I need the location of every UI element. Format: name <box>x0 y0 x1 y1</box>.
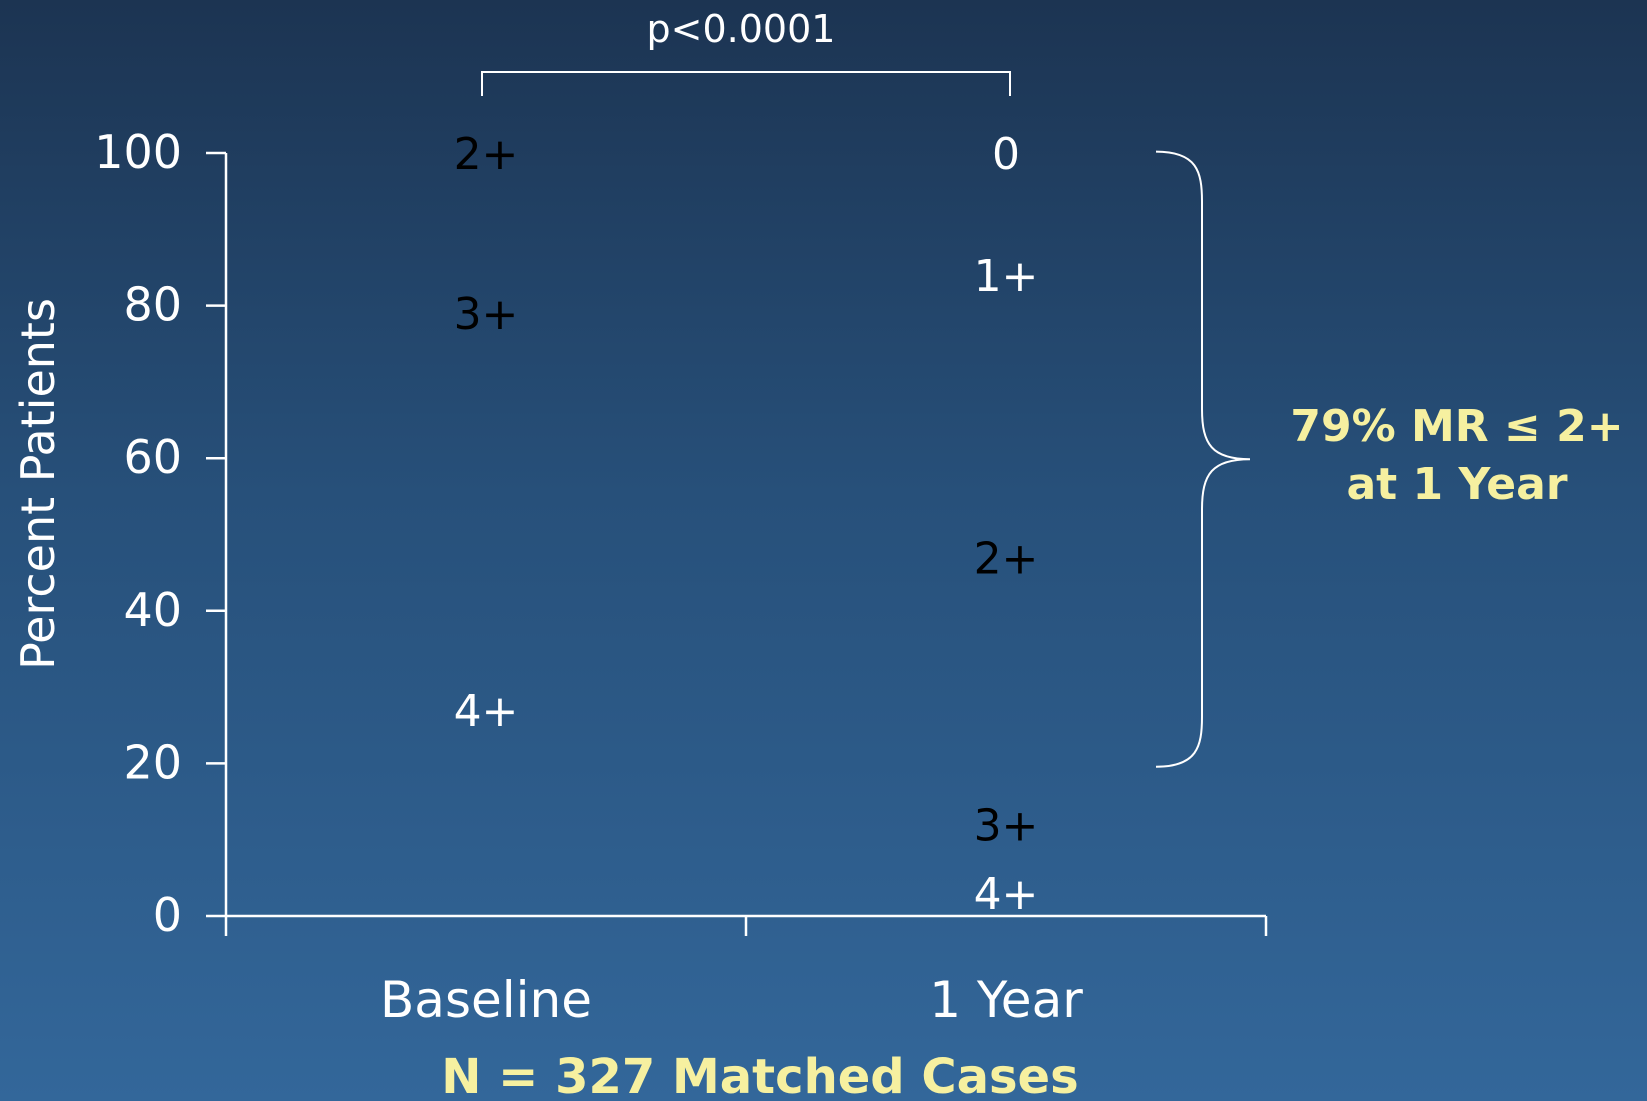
y-tick-label: 60 <box>123 430 182 484</box>
y-tick-label: 80 <box>123 278 182 332</box>
footnote: N = 327 Matched Cases <box>441 1049 1078 1101</box>
brace-annotation-line-1: 79% MR ≤ 2+ <box>1290 401 1623 452</box>
grade-label: 3+ <box>974 800 1039 851</box>
y-tick-label: 20 <box>123 735 182 789</box>
x-ticks: Baseline 1 Year <box>224 916 1268 1029</box>
grade-label: 4+ <box>454 686 519 737</box>
y-axis-label: Percent Patients <box>11 298 65 670</box>
significance-bracket-group <box>481 71 1011 96</box>
grade-label: 3+ <box>454 289 519 340</box>
grade-label: 1+ <box>974 251 1039 302</box>
grade-label: 2+ <box>454 129 519 180</box>
y-ticks: 0 20 40 60 80 100 <box>94 125 226 942</box>
grade-label: 2+ <box>974 533 1039 584</box>
x-category-label: 1 Year <box>929 971 1083 1029</box>
y-tick-label: 40 <box>123 583 182 637</box>
data-labels: 2+ 3+ 4+ 0 1+ 2+ 3+ 4+ <box>454 129 1039 920</box>
brace-annotation-line-2: at 1 Year <box>1346 459 1567 510</box>
grade-label: 0 <box>992 129 1020 180</box>
x-category-label: Baseline <box>380 971 592 1029</box>
curly-brace <box>1155 150 1251 768</box>
significance-bracket <box>481 71 1011 96</box>
y-tick-label: 100 <box>94 125 182 179</box>
y-tick-label: 0 <box>153 888 182 942</box>
brace-group <box>1155 150 1251 768</box>
significance-label: p<0.0001 <box>647 7 836 51</box>
grade-label: 4+ <box>974 869 1039 920</box>
chart-axes <box>224 153 1266 918</box>
